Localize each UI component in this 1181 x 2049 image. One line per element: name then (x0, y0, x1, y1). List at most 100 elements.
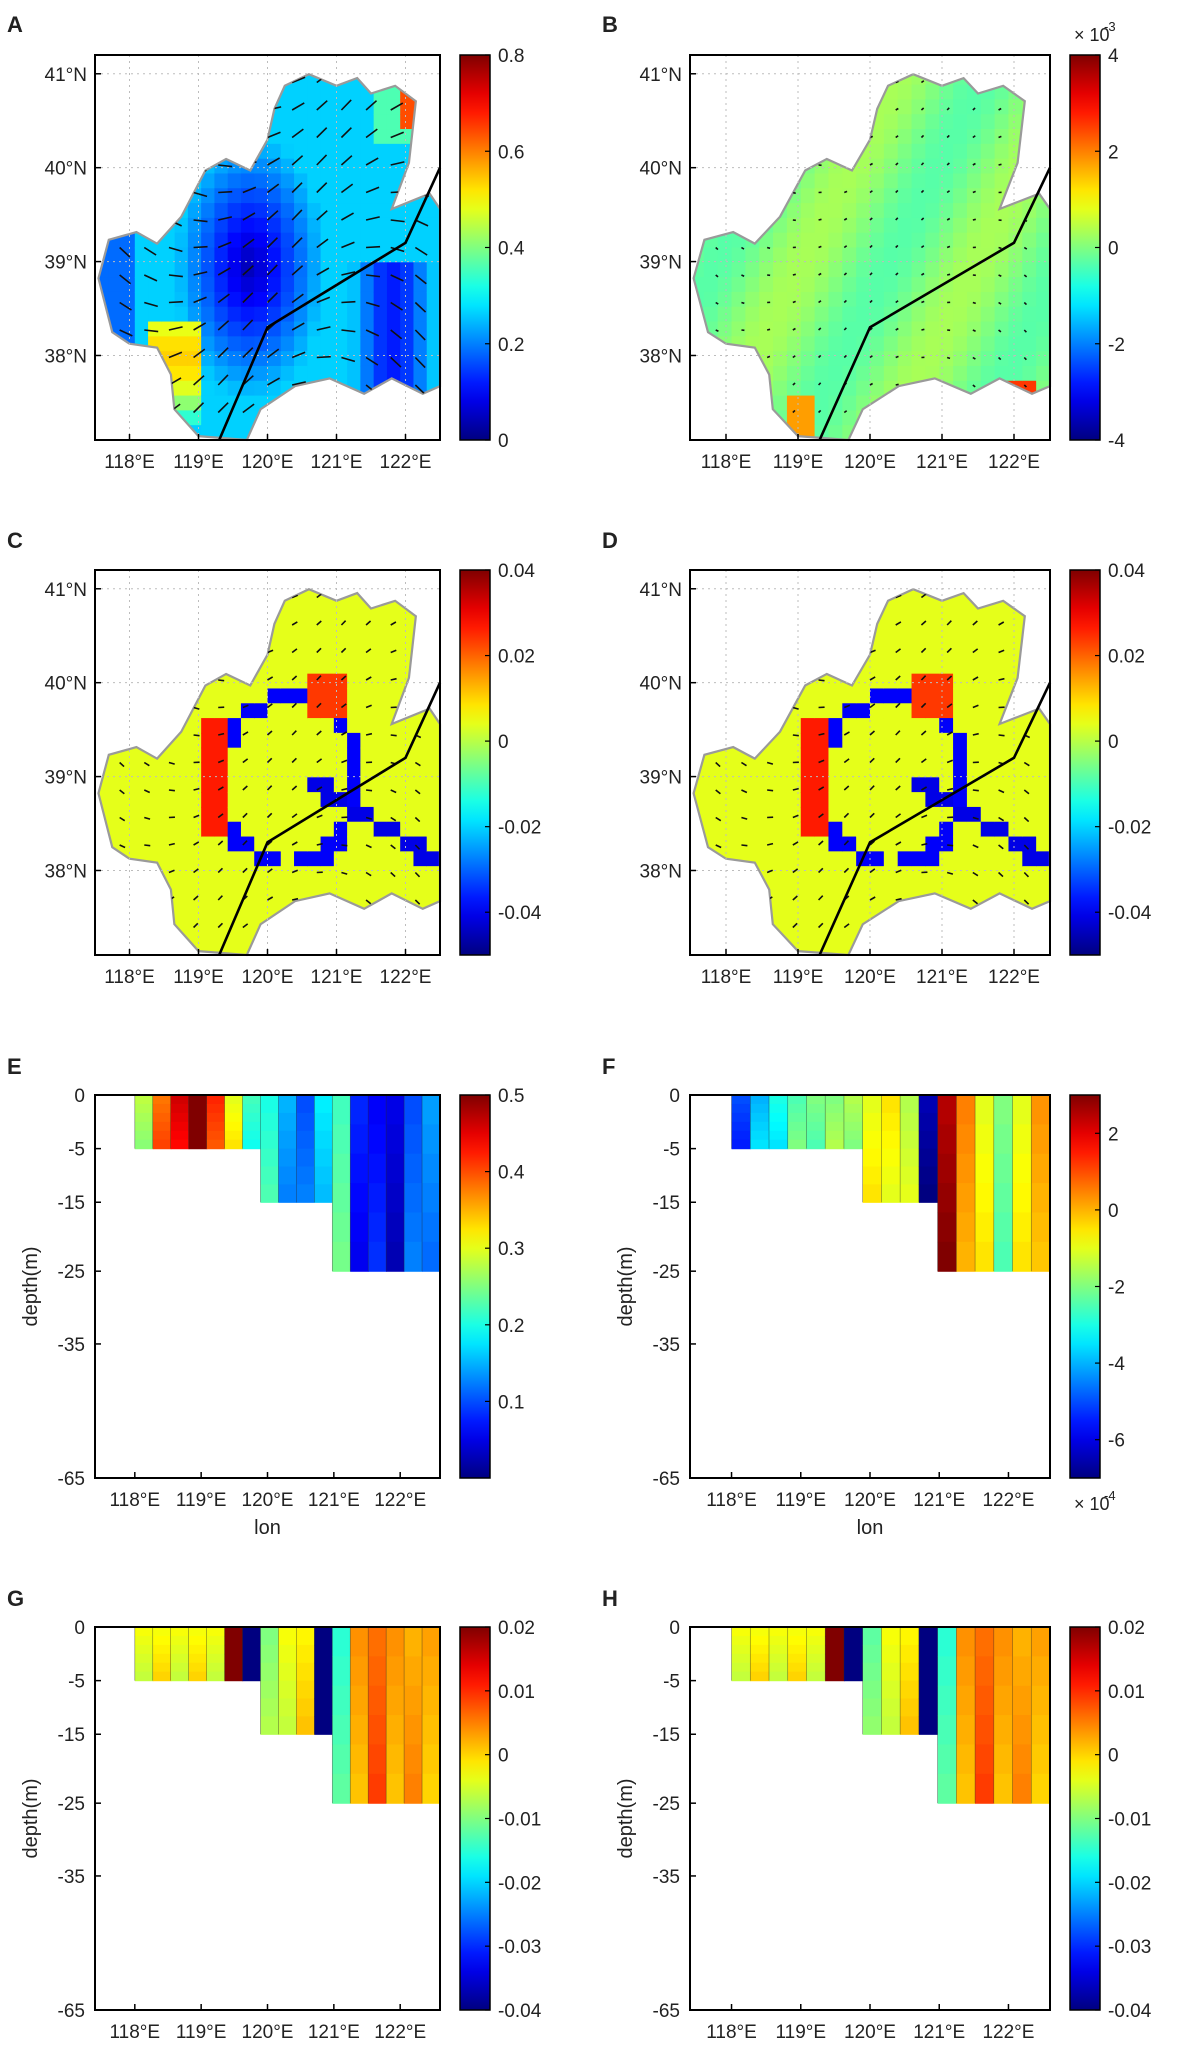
map-cell (413, 910, 428, 926)
map-cell (800, 99, 816, 115)
map-cell (953, 777, 968, 793)
map-cell (994, 143, 1010, 160)
map-cell (98, 940, 109, 955)
map-cell (883, 143, 899, 160)
map-cell (717, 658, 733, 675)
velocity-arrow (869, 649, 876, 654)
map-cell (911, 188, 926, 204)
colorbar-tick-label: 0.02 (1108, 1618, 1145, 1639)
map-cell (108, 306, 123, 323)
map-cell (240, 732, 255, 749)
map-cell (413, 395, 428, 411)
map-cell (994, 792, 1010, 808)
section-cell (152, 1103, 172, 1114)
map-cell (856, 629, 871, 645)
section-cell (386, 1715, 405, 1746)
map-cell (1036, 732, 1050, 749)
map-cell (280, 762, 295, 778)
map-cell (842, 306, 857, 323)
map-cell (373, 321, 388, 337)
map-cell (870, 570, 884, 585)
map-cell (174, 74, 189, 86)
velocity-arrow (818, 272, 822, 276)
colorbar: 20-2-4-6× 10-4 (1069, 1094, 1125, 1514)
map-cell (703, 114, 719, 130)
map-cell (254, 425, 269, 440)
map-cell (307, 173, 322, 189)
map-cell (814, 277, 830, 293)
map-cell (773, 688, 788, 704)
map-cell (703, 599, 719, 616)
map-cell (966, 925, 982, 941)
map-cell (267, 365, 282, 382)
map-cell (294, 232, 308, 249)
map-cell (939, 143, 954, 160)
map-cell (731, 910, 746, 926)
map-cell (693, 703, 705, 719)
velocity-arrow (390, 899, 396, 905)
section-cell (404, 1744, 423, 1775)
map-cell (307, 732, 322, 749)
map-cell (227, 599, 242, 616)
velocity-arrow (1023, 899, 1030, 905)
section-cell (937, 1153, 957, 1184)
map-cell (1036, 425, 1050, 440)
map-cell (280, 732, 295, 749)
map-cell (883, 614, 899, 630)
map-cell (98, 395, 109, 411)
velocity-arrow (341, 871, 348, 875)
map-cell (814, 866, 830, 882)
map-cell (227, 777, 242, 793)
velocity-arrow (715, 274, 719, 278)
map-cell (400, 570, 414, 585)
panel-label: B (602, 12, 618, 37)
section-cell (1012, 1656, 1032, 1687)
map-cell (98, 836, 109, 852)
map-cell (240, 747, 255, 764)
map-cell (1022, 629, 1037, 645)
map-cell (870, 644, 885, 660)
map-cell (953, 747, 968, 764)
map-cell (108, 262, 123, 278)
map-cell (320, 158, 335, 175)
map-cell (911, 158, 926, 175)
velocity-arrow (741, 897, 748, 901)
map-cell (703, 158, 719, 175)
map-cell (134, 74, 149, 86)
map-cell (108, 925, 123, 941)
map-cell (373, 143, 388, 160)
map-cell (227, 940, 242, 955)
map-cell (333, 732, 348, 749)
section-cell (134, 1635, 154, 1646)
map-cell (108, 821, 123, 838)
map-cell (98, 880, 109, 897)
section-cell (332, 1124, 351, 1155)
map-cell (800, 762, 816, 778)
y-tick-label: 0 (74, 1618, 85, 1639)
map-cell (320, 365, 335, 382)
map-cell (400, 880, 415, 897)
map-cell (307, 599, 322, 616)
map-cell (121, 129, 136, 145)
map-cell (227, 365, 242, 382)
map-cell (427, 570, 441, 585)
map-cell (347, 410, 361, 426)
map-cell (134, 306, 149, 323)
map-cell (347, 589, 361, 601)
section-cell (314, 1148, 333, 1168)
map-cell (174, 188, 189, 204)
section-cell (881, 1112, 901, 1132)
y-tick-label: 38°N (640, 346, 682, 367)
velocity-arrow (316, 238, 329, 249)
velocity-arrow (365, 100, 378, 111)
map-cell (333, 629, 348, 645)
velocity-arrow (217, 922, 224, 929)
map-cell (134, 262, 149, 278)
colorbar-tick-label: 0.3 (498, 1239, 524, 1260)
section-cell (170, 1121, 190, 1132)
map-cell (1036, 217, 1050, 234)
x-tick-label: 119°E (176, 2022, 227, 2043)
map-cell (98, 188, 109, 204)
map-cell (121, 291, 136, 308)
section-cell (806, 1644, 826, 1655)
